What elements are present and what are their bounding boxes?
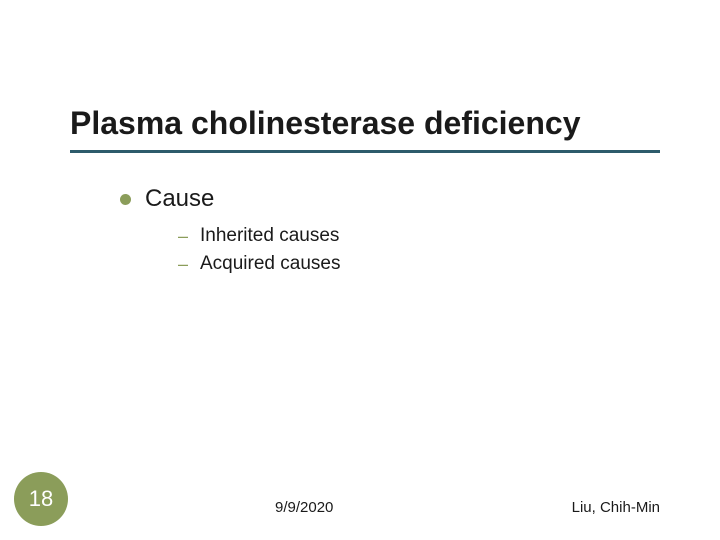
bullet-dot-icon: [120, 194, 131, 205]
bullet-level-2: – Inherited causes: [178, 225, 340, 247]
bullet-l2-text: Acquired causes: [200, 253, 340, 275]
slide-number: 18: [29, 486, 53, 512]
dash-icon: –: [178, 226, 188, 247]
bullet-level-1: Cause: [120, 185, 214, 213]
bullet-l2-text: Inherited causes: [200, 225, 339, 247]
title-underline: [70, 150, 660, 153]
footer-author: Liu, Chih-Min: [572, 499, 660, 516]
slide-title: Plasma cholinesterase deficiency: [70, 105, 580, 142]
bullet-level-2: – Acquired causes: [178, 253, 340, 275]
dash-icon: –: [178, 254, 188, 275]
footer-date: 9/9/2020: [275, 499, 333, 516]
bullet-l1-text: Cause: [145, 185, 214, 213]
sub-bullet-list: – Inherited causes – Acquired causes: [178, 225, 340, 281]
slide: Plasma cholinesterase deficiency Cause –…: [0, 0, 720, 540]
slide-number-badge: 18: [14, 472, 68, 526]
